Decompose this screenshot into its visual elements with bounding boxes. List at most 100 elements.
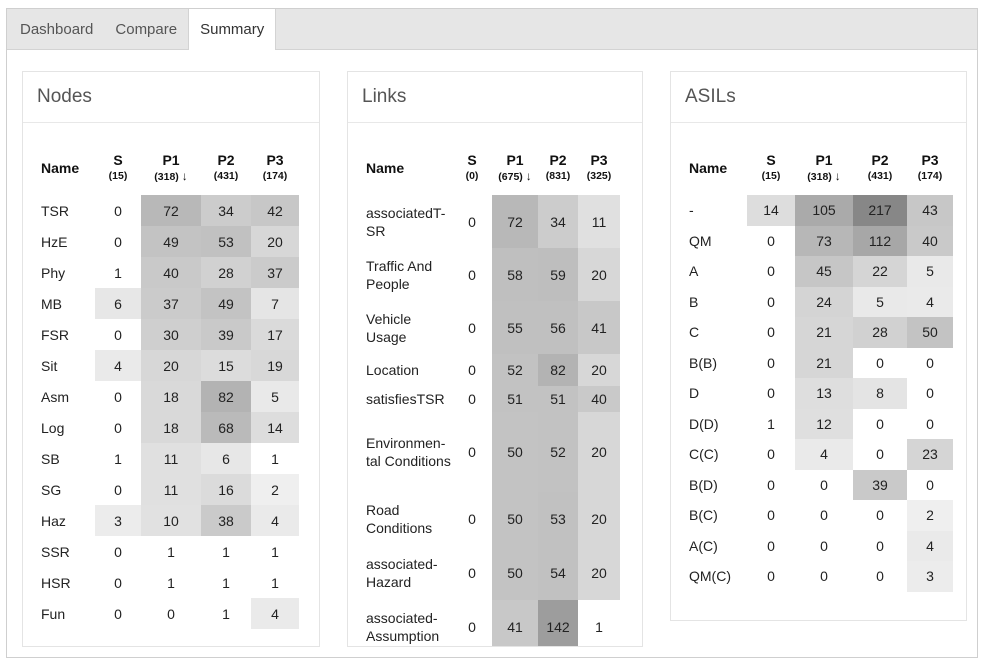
column-header-p2[interactable]: P2 (831)	[538, 141, 578, 195]
cell-value: 4	[251, 598, 299, 629]
cell-value: 1	[222, 605, 230, 622]
cell-value: 14	[251, 412, 299, 443]
column-header-name[interactable]: Name	[41, 160, 80, 176]
cell-value: 1	[222, 543, 230, 560]
column-header-p3[interactable]: P3 (325)	[578, 141, 620, 195]
cell-value: 0	[767, 476, 775, 493]
table-row[interactable]: A 0 45 22 5	[679, 256, 953, 287]
table-row[interactable]: HzE 0 49 53 20	[31, 226, 299, 257]
cell-value: 37	[251, 257, 299, 288]
column-header-p3[interactable]: P3 (174)	[251, 141, 299, 195]
table-row[interactable]: TSR 0 72 34 42	[31, 195, 299, 226]
column-header-s[interactable]: S (15)	[747, 141, 795, 195]
sort-arrow-down-icon[interactable]: ↓	[525, 168, 532, 183]
cell-value: 82	[201, 381, 251, 412]
table-row[interactable]: FSR 0 30 39 17	[31, 319, 299, 350]
table-row[interactable]: associated-Hazard 0 50 54 20	[356, 546, 620, 600]
table-row[interactable]: Road Conditions 0 50 53 20	[356, 492, 620, 546]
table-row[interactable]: associated-Assumption 0 41 142 1	[356, 600, 620, 646]
cell-value: 0	[767, 324, 775, 341]
table-row[interactable]: Environmen-tal Conditions 0 50 52 20	[356, 412, 620, 492]
cell-value: 217	[853, 195, 907, 226]
cell-value: 1	[595, 619, 603, 635]
column-header-p1[interactable]: P1 (318) ↓	[795, 141, 853, 195]
table-row[interactable]: Traffic And People 0 58 59 20	[356, 248, 620, 301]
table-row[interactable]: Phy 1 40 28 37	[31, 257, 299, 288]
table-row[interactable]: HSR 0 1 1 1	[31, 567, 299, 598]
column-count: (15)	[95, 169, 141, 184]
column-count-value: (174)	[917, 170, 943, 182]
table-row[interactable]: C(C) 0 4 0 23	[679, 439, 953, 470]
table-row[interactable]: Sit 4 20 15 19	[31, 350, 299, 381]
table-row[interactable]: Asm 0 18 82 5	[31, 381, 299, 412]
cell-value: 0	[767, 232, 775, 249]
row-label: Traffic And People	[366, 257, 433, 292]
table-row[interactable]: QM(C) 0 0 0 3	[679, 561, 953, 592]
cell-value: 34	[201, 195, 251, 226]
table-row[interactable]: Vehicle Usage 0 55 56 41	[356, 301, 620, 354]
cell-value: 72	[141, 195, 201, 226]
row-label: B(C)	[689, 507, 718, 524]
table-row[interactable]: satisfiesTSR 0 51 51 40	[356, 386, 620, 412]
table-row[interactable]: QM 0 73 112 40	[679, 225, 953, 256]
table-row[interactable]: SG 0 11 16 2	[31, 474, 299, 505]
tab-dashboard[interactable]: Dashboard	[20, 20, 94, 38]
cell-value: 0	[167, 605, 175, 622]
table-row[interactable]: Haz 3 10 38 4	[31, 505, 299, 536]
column-header-p3[interactable]: P3 (174)	[907, 141, 953, 195]
cell-value: 0	[114, 388, 122, 405]
column-header-s[interactable]: S (15)	[95, 141, 141, 195]
table-row[interactable]: Fun 0 0 1 4	[31, 598, 299, 629]
table-row[interactable]: associatedT-SR 0 72 34 11	[356, 195, 620, 248]
table-row[interactable]: B(C) 0 0 0 2	[679, 500, 953, 531]
cell-value: 1	[222, 574, 230, 591]
column-header-name[interactable]: Name	[689, 160, 728, 176]
row-label: D(D)	[689, 415, 719, 432]
column-header-s[interactable]: S (0)	[452, 141, 492, 195]
column-count: (431)	[201, 169, 251, 184]
cell-value: 0	[767, 263, 775, 280]
table-row[interactable]: SB 1 11 6 1	[31, 443, 299, 474]
table-row[interactable]: D(D) 1 12 0 0	[679, 408, 953, 439]
column-header-p1[interactable]: P1 (675) ↓	[492, 141, 538, 195]
column-count: (675) ↓	[492, 169, 538, 185]
column-header-p2[interactable]: P2 (431)	[853, 141, 907, 195]
table-row[interactable]: MB 6 37 49 7	[31, 288, 299, 319]
table-row[interactable]: - 14 105 217 43	[679, 195, 953, 226]
table-row[interactable]: B(B) 0 21 0 0	[679, 347, 953, 378]
tab-compare[interactable]: Compare	[115, 20, 178, 38]
table-row[interactable]: Log 0 18 68 14	[31, 412, 299, 443]
cell-value: 28	[853, 317, 907, 348]
column-count-value: (431)	[213, 170, 239, 182]
table-row[interactable]: SSR 0 1 1 1	[31, 536, 299, 567]
column-count: (0)	[452, 169, 492, 184]
cell-value: 0	[767, 507, 775, 524]
cell-value: 68	[201, 412, 251, 443]
cell-value: 18	[141, 381, 201, 412]
column-count-value: (675)	[498, 170, 523, 183]
cell-value: 0	[468, 266, 476, 283]
column-header-name[interactable]: Name	[366, 160, 405, 176]
cell-value: 0	[114, 605, 122, 622]
cell-value: 0	[468, 565, 476, 581]
cell-value: 105	[795, 195, 853, 226]
tab-summary[interactable]: Summary	[188, 9, 277, 50]
column-header-p2[interactable]: P2 (431)	[201, 141, 251, 195]
table-row[interactable]: D 0 13 8 0	[679, 378, 953, 409]
cell-value: 51	[492, 386, 538, 412]
column-count: (831)	[538, 169, 578, 184]
column-label: S	[467, 152, 477, 168]
column-header-p1[interactable]: P1 (318) ↓	[141, 141, 201, 195]
table-row[interactable]: B(D) 0 0 39 0	[679, 469, 953, 500]
cell-value: 0	[114, 543, 122, 560]
row-label: Environmen-tal Conditions	[366, 435, 451, 469]
table-row[interactable]: B 0 24 5 4	[679, 286, 953, 317]
sort-arrow-down-icon[interactable]: ↓	[181, 168, 188, 183]
table-row[interactable]: Location 0 52 82 20	[356, 354, 620, 386]
sort-arrow-down-icon[interactable]: ↓	[834, 168, 841, 183]
table-row[interactable]: C 0 21 28 50	[679, 317, 953, 348]
cell-value: 0	[926, 385, 934, 402]
row-label: Haz	[41, 512, 66, 529]
table-row[interactable]: A(C) 0 0 0 4	[679, 530, 953, 561]
tab-bar: Dashboard Compare Summary	[7, 9, 977, 50]
